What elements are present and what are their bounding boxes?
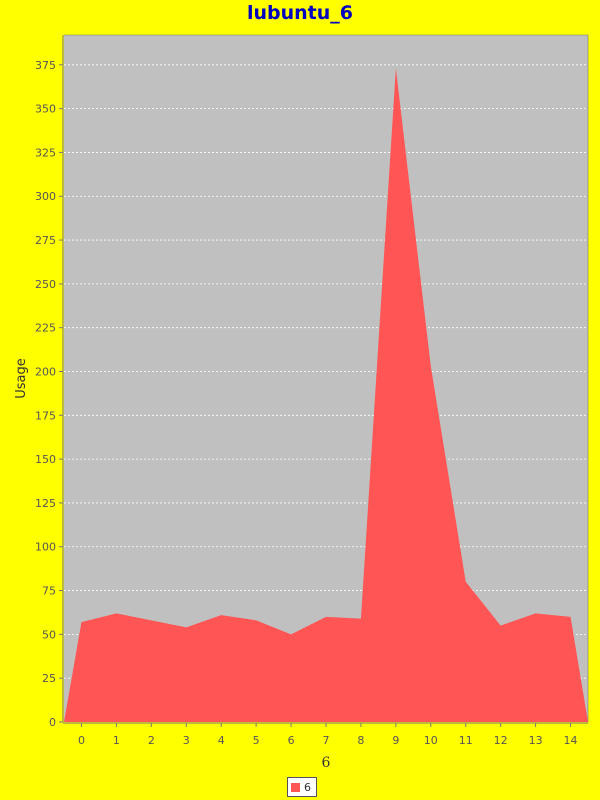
x-tick-label: 7	[323, 734, 330, 747]
y-tick-label: 75	[42, 585, 56, 598]
legend-label: 6	[304, 780, 311, 794]
x-tick-label: 11	[459, 734, 473, 747]
y-tick-label: 175	[35, 409, 56, 422]
x-axis-title: 6	[322, 755, 331, 771]
x-tick-label: 8	[357, 734, 364, 747]
y-tick-label: 125	[35, 497, 56, 510]
y-tick-label: 250	[35, 278, 56, 291]
y-tick-label: 325	[35, 146, 56, 159]
x-tick-label: 3	[183, 734, 190, 747]
x-tick-label: 10	[424, 734, 438, 747]
x-tick-label: 6	[288, 734, 295, 747]
plot-area	[64, 35, 588, 722]
y-tick-label: 200	[35, 365, 56, 378]
axes: 0255075100125150175200225250275300325350…	[35, 34, 589, 747]
y-tick-label: 275	[35, 234, 56, 247]
x-tick-label: 1	[113, 734, 120, 747]
y-axis-title: Usage	[14, 358, 29, 399]
chart-title: lubuntu_6	[246, 2, 354, 24]
x-tick-label: 12	[494, 734, 508, 747]
y-tick-label: 0	[49, 716, 56, 729]
y-tick-label: 50	[42, 628, 56, 641]
y-tick-label: 100	[35, 541, 56, 554]
x-tick-label: 13	[529, 734, 543, 747]
y-tick-label: 375	[35, 59, 56, 72]
x-tick-label: 5	[253, 734, 260, 747]
x-tick-label: 4	[218, 734, 225, 747]
x-tick-label: 9	[392, 734, 399, 747]
series-area-layer	[64, 68, 588, 723]
series-area	[64, 68, 588, 723]
y-tick-label: 300	[35, 190, 56, 203]
y-tick-label: 25	[42, 672, 56, 685]
y-tick-label: 150	[35, 453, 56, 466]
legend-swatch	[291, 782, 300, 792]
x-tick-label: 0	[78, 734, 85, 747]
y-tick-label: 350	[35, 103, 56, 116]
x-tick-label: 2	[148, 734, 155, 747]
y-tick-label: 225	[35, 322, 56, 335]
legend: 6	[287, 777, 317, 797]
x-tick-label: 14	[564, 734, 578, 747]
